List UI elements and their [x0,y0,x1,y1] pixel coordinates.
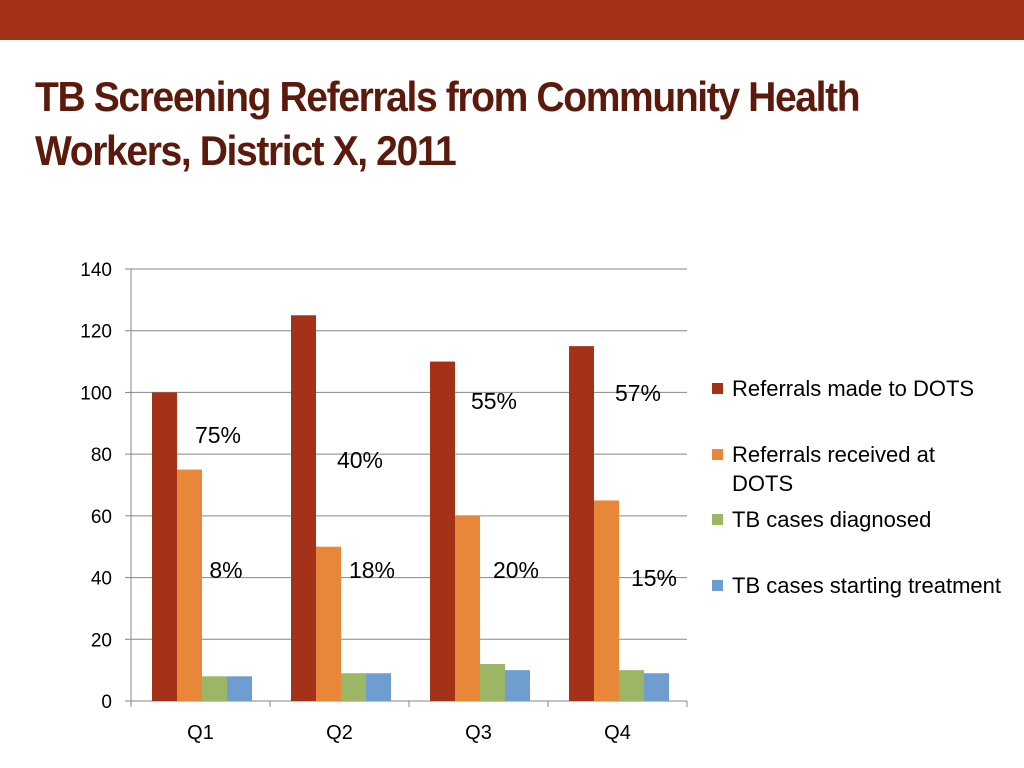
legend-swatch-cases-diagnosed [712,514,723,525]
bar-q3-series-1 [430,361,455,701]
percent-annotation: 20% [493,557,539,583]
bar-q3-series-3 [480,663,505,701]
bar-q1-series-1 [152,392,177,701]
bar-q4-series-2 [594,500,619,701]
bar-q3-series-4 [505,670,530,701]
legend-label-referrals-made: Referrals made to DOTS [732,376,975,401]
y-tick-label: 20 [91,630,112,651]
bar-q2-series-4 [366,673,391,701]
y-tick-label: 80 [91,445,112,466]
percent-annotation: 8% [209,557,242,583]
x-category-label: Q1 [187,722,214,744]
bar-q1-series-3 [202,676,227,701]
bar-q1-series-4 [227,676,252,701]
legend-label-cases-treatment: TB cases starting treatment [732,573,1001,598]
bar-q1-series-2 [177,469,202,701]
slide-title: TB Screening Referrals from Community He… [35,73,861,174]
percent-annotation: 55% [471,388,517,414]
legend-label-referrals-received: Referrals received at DOTS [732,442,935,496]
bar-q2-series-3 [341,673,366,701]
y-tick-label: 120 [80,322,112,343]
x-category-label: Q4 [604,722,631,744]
bar-q4-series-1 [569,346,594,701]
percent-annotation: 75% [195,422,241,448]
x-category-label: Q3 [465,722,492,744]
bar-q4-series-4 [644,673,669,701]
y-tick-label: 0 [101,692,112,713]
percent-annotation: 15% [631,565,677,591]
x-category-label: Q2 [326,722,353,744]
bar-q3-series-2 [455,515,480,701]
y-tick-label: 140 [80,260,112,281]
bar-q4-series-3 [619,670,644,701]
percent-annotation: 57% [615,380,661,406]
legend-swatch-referrals-made [712,383,723,394]
legend-label-cases-diagnosed: TB cases diagnosed [732,507,932,532]
top-accent-bar [0,0,1024,40]
y-tick-label: 60 [91,507,112,528]
percent-annotation: 18% [349,557,395,583]
y-tick-label: 40 [91,569,112,590]
y-tick-label: 100 [80,383,112,404]
legend-swatch-cases-treatment [712,580,723,591]
percent-annotation: 40% [337,447,383,473]
bar-q2-series-2 [316,546,341,701]
bar-q2-series-1 [291,315,316,701]
legend-swatch-referrals-received [712,449,723,460]
